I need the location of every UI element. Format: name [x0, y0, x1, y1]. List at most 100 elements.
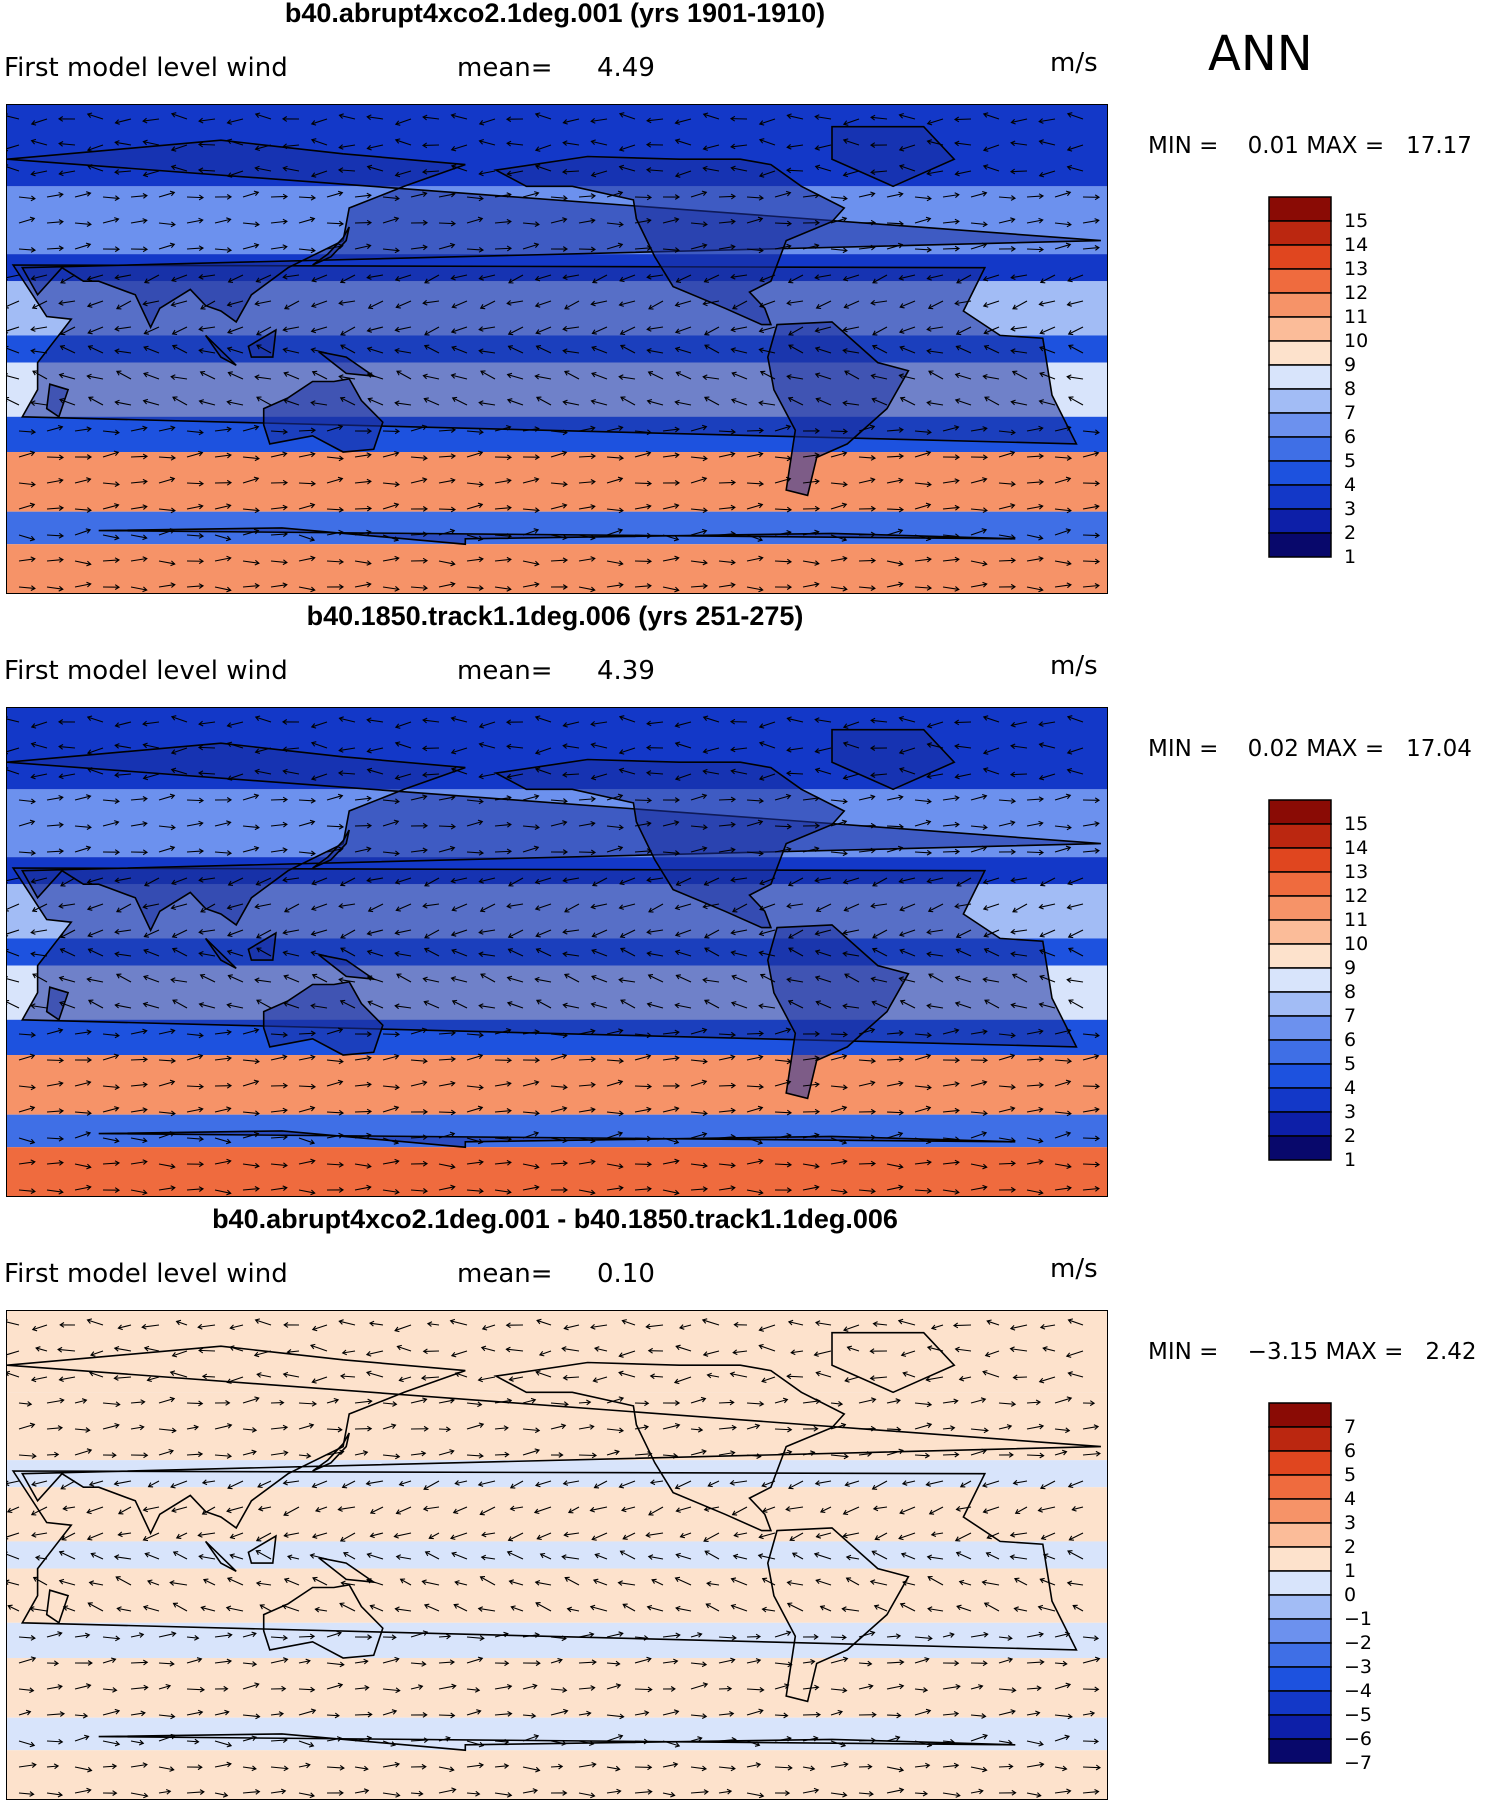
- wind-map: [6, 104, 1108, 594]
- colorbar-tick-label: 7: [1344, 1416, 1356, 1438]
- colorbar-swatch: [1269, 1136, 1331, 1160]
- speed-band: [7, 1718, 1107, 1751]
- colorbar-tick-label: 4: [1344, 1488, 1356, 1510]
- colorbar-tick-label: 11: [1344, 909, 1368, 931]
- min-value: −3.15: [1248, 1339, 1318, 1365]
- colorbar-tick-label: 6: [1344, 1029, 1356, 1051]
- colorbar-tick-label: 0: [1344, 1584, 1356, 1606]
- colorbar-swatch: [1269, 992, 1331, 1016]
- colorbar-swatch: [1269, 485, 1331, 509]
- colorbar-tick-label: 6: [1344, 426, 1356, 448]
- colorbar-tick-label: −1: [1344, 1608, 1372, 1630]
- colorbar-swatch: [1269, 872, 1331, 896]
- speed-band: [7, 1147, 1107, 1196]
- colorbar-swatch: [1269, 1571, 1331, 1595]
- colorbar-swatch: [1269, 197, 1331, 221]
- colorbar-tick-label: 1: [1344, 1560, 1356, 1582]
- colorbar-tick-label: −2: [1344, 1632, 1372, 1654]
- colorbar-swatch: [1269, 1547, 1331, 1571]
- colorbar-swatch: [1269, 1523, 1331, 1547]
- colorbar-tick-label: 3: [1344, 1101, 1356, 1123]
- colorbar-swatch: [1269, 1499, 1331, 1523]
- max-label: MAX =: [1306, 736, 1384, 762]
- colorbar-tick-label: 4: [1344, 1077, 1356, 1099]
- mean-label: mean=: [457, 53, 553, 83]
- colorbar-tick-label: 15: [1344, 813, 1368, 835]
- colorbar-tick-label: 5: [1344, 450, 1356, 472]
- colorbar-tick-label: 5: [1344, 1464, 1356, 1486]
- colorbar-tick-label: −4: [1344, 1680, 1372, 1702]
- colorbar-tick-label: 9: [1344, 957, 1356, 979]
- colorbar-tick-label: 8: [1344, 378, 1356, 400]
- colorbar-swatch: [1269, 1475, 1331, 1499]
- colorbar-swatch: [1269, 245, 1331, 269]
- colorbar-swatch: [1269, 824, 1331, 848]
- colorbar-swatch: [1269, 920, 1331, 944]
- max-value: 17.04: [1406, 736, 1472, 762]
- colorbar-swatch: [1269, 1643, 1331, 1667]
- units-label: m/s: [1050, 1254, 1098, 1284]
- colorbar-swatch: [1269, 896, 1331, 920]
- colorbar-tick-label: 8: [1344, 981, 1356, 1003]
- colorbar-swatch: [1269, 317, 1331, 341]
- colorbar-swatch: [1269, 1451, 1331, 1475]
- mean-label: mean=: [457, 1259, 553, 1289]
- colorbar-tick-label: 2: [1344, 1536, 1356, 1558]
- colorbar-tick-label: 15: [1344, 210, 1368, 232]
- colorbar-tick-label: 7: [1344, 402, 1356, 424]
- wind-map: [6, 707, 1108, 1197]
- colorbar-tick-label: 12: [1344, 885, 1368, 907]
- colorbar-swatch: [1269, 413, 1331, 437]
- speed-band: [7, 1115, 1107, 1148]
- colorbar-tick-label: 4: [1344, 474, 1356, 496]
- colorbar-swatch: [1269, 1739, 1331, 1763]
- colorbar-tick-label: 10: [1344, 933, 1368, 955]
- colorbar-swatch: [1269, 1667, 1331, 1691]
- panel-title: b40.abrupt4xco2.1deg.001 (yrs 1901-1910): [0, 0, 1110, 29]
- min-max: MIN = 0.01 MAX = 17.17: [1148, 133, 1472, 159]
- speed-band: [7, 1541, 1107, 1568]
- colorbar-tick-label: 9: [1344, 354, 1356, 376]
- panel-1: b40.abrupt4xco2.1deg.001 (yrs 1901-1910)…: [0, 0, 1500, 600]
- colorbar-swatch: [1269, 1040, 1331, 1064]
- colorbar-tick-label: 1: [1344, 1149, 1356, 1171]
- colorbar-swatch: [1269, 1427, 1331, 1451]
- colorbar-swatch: [1269, 1595, 1331, 1619]
- speed-band: [7, 1658, 1107, 1718]
- map-svg: [7, 708, 1107, 1196]
- colorbar-swatch: [1269, 848, 1331, 872]
- colorbar-tick-label: 12: [1344, 282, 1368, 304]
- speed-band: [7, 1569, 1107, 1623]
- colorbar-swatch: [1269, 533, 1331, 557]
- panel-title: b40.1850.track1.1deg.006 (yrs 251-275): [0, 601, 1110, 632]
- colorbar-swatch: [1269, 221, 1331, 245]
- colorbar-tick-label: −3: [1344, 1656, 1372, 1678]
- colorbar-tick-label: −5: [1344, 1704, 1372, 1726]
- colorbar-tick-label: 3: [1344, 498, 1356, 520]
- mean-label: mean=: [457, 656, 553, 686]
- colorbar-tick-label: −6: [1344, 1728, 1372, 1750]
- colorbar-tick-label: 11: [1344, 306, 1368, 328]
- colorbar-tick-label: 10: [1344, 330, 1368, 352]
- mean-value: 4.39: [597, 656, 655, 686]
- max-label: MAX =: [1306, 133, 1384, 159]
- colorbar-swatch: [1269, 1112, 1331, 1136]
- map-svg: [7, 1311, 1107, 1799]
- speed-band: [7, 1750, 1107, 1799]
- colorbar-swatch: [1269, 293, 1331, 317]
- max-value: 17.17: [1406, 133, 1472, 159]
- colorbar-swatch: [1269, 968, 1331, 992]
- wind-map: [6, 1310, 1108, 1800]
- colorbar-tick-label: 3: [1344, 1512, 1356, 1534]
- colorbar-swatch: [1269, 1016, 1331, 1040]
- colorbar-tick-label: 1: [1344, 546, 1356, 568]
- mean-value: 4.49: [597, 53, 655, 83]
- colorbar-swatch: [1269, 437, 1331, 461]
- max-value: 2.42: [1425, 1339, 1476, 1365]
- colorbar-swatch: [1269, 389, 1331, 413]
- min-value: 0.02: [1248, 736, 1299, 762]
